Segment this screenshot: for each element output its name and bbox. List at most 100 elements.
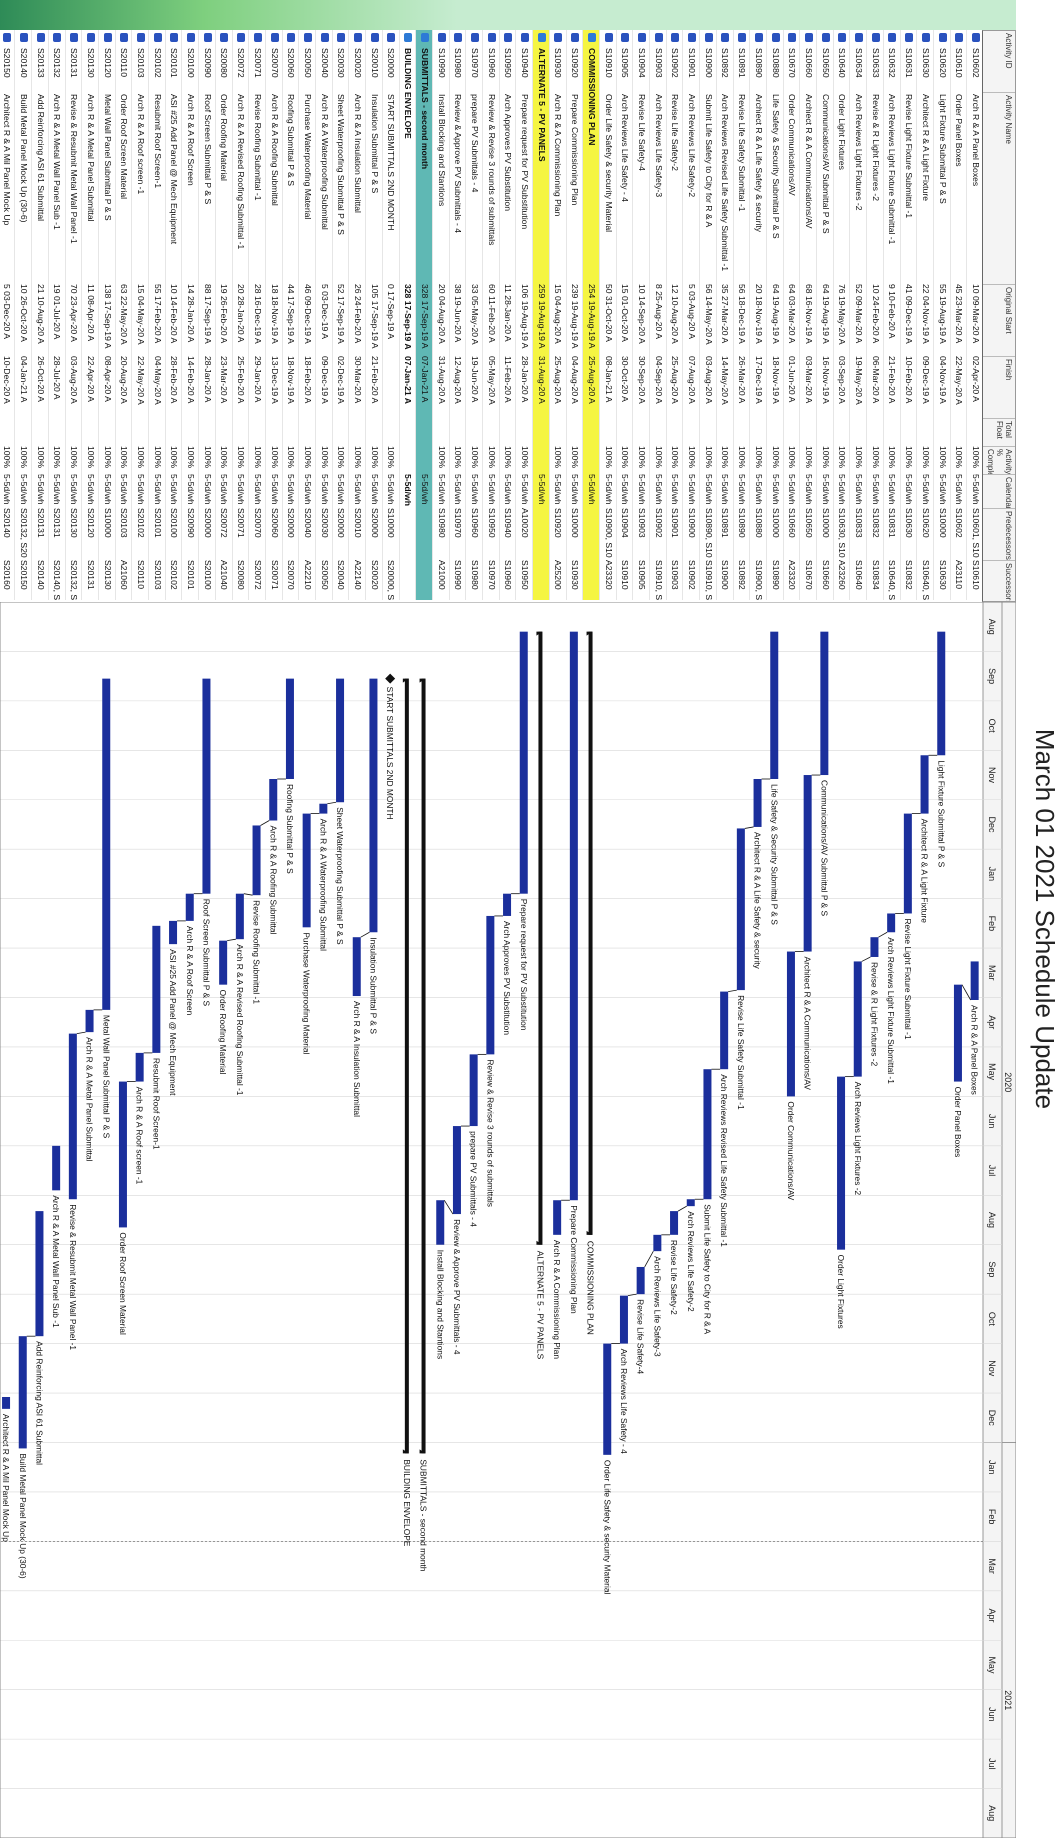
wbs-group-row[interactable]: ALTERNATE 5 - PV PANELS 259 19-Aug-19 A 31… (532, 30, 549, 600)
activity-row[interactable]: S20030 Sheet Waterproofing Submittal P & … (331, 30, 349, 600)
activity-bar[interactable] (736, 828, 745, 991)
activity-bar[interactable] (569, 631, 578, 1201)
activity-bar[interactable] (770, 631, 779, 779)
activity-row[interactable]: S10660 Archiect R & A Communications/AV 68… (799, 30, 816, 600)
activity-row[interactable]: S10620 Light Fixture Submittal P & S 55 19… (932, 30, 950, 600)
activity-bar[interactable] (636, 1266, 645, 1295)
activity-row[interactable]: S10650 Communications/AV Submittal P & S 6… (816, 30, 833, 600)
wbs-group-row[interactable]: BUILDING ENVELOPE 328 17-Sep-19 A 07-Jan-2… (398, 30, 416, 600)
activity-bar[interactable] (553, 1200, 562, 1235)
col-original-start[interactable]: Original Start (983, 285, 1015, 357)
activity-row[interactable]: S10610 Order Panel Boxes 45 23-Mar-20 A 22-… (949, 30, 967, 600)
activity-bar[interactable] (85, 1009, 94, 1033)
activity-row[interactable]: S20050 Purchase Waterproofing Material 46 … (298, 30, 315, 600)
activity-row[interactable]: S10903 Arch Reviews Life Safety-3 8 25-Aug… (649, 30, 666, 600)
activity-bar[interactable] (102, 678, 111, 1010)
activity-row[interactable]: S10904 Revise Life Safety-4 10 14-Sep-20 A… (632, 30, 649, 600)
activity-row[interactable]: S20090 Roof Screen Submittal P & S 88 17-S… (198, 30, 215, 600)
activity-bar[interactable] (953, 984, 962, 1082)
activity-row[interactable]: S20140 Build Metal Panel Mock Up (30-6) 10… (14, 30, 32, 600)
activity-row[interactable]: S10890 Archiect R & A Life Safety & secur… (749, 30, 766, 600)
activity-row[interactable]: S20120 Metal Wall Panel Submittal P & S 13… (97, 30, 115, 600)
activity-row[interactable]: S10630 Architect R & A Light Fixture 22 04… (916, 30, 933, 600)
activity-row[interactable]: S10632 Arch Reviews Light Fixture Submitt… (882, 30, 900, 600)
activity-row[interactable]: S10901 Arch Reviews Life Safety-2 5 03-Aug… (682, 30, 700, 600)
activity-bar[interactable] (503, 893, 512, 916)
activity-bar[interactable] (269, 778, 278, 821)
activity-bar[interactable] (319, 803, 328, 814)
activity-bar[interactable] (469, 1054, 478, 1127)
activity-row[interactable]: S20071 Revise Roofing Submittal -1 28 16-D… (248, 30, 265, 600)
activity-row[interactable]: S20000 START SUBMITTALS 2ND MONTH 0 17-Sep… (381, 30, 399, 600)
activity-row[interactable]: S10900 Submit Life Safety to City for R &… (699, 30, 716, 600)
activity-bar[interactable] (369, 678, 378, 933)
activity-bar[interactable] (52, 1145, 61, 1191)
activity-bar[interactable] (452, 1126, 461, 1215)
activity-bar[interactable] (118, 1081, 127, 1228)
activity-bar[interactable] (152, 925, 161, 1053)
col-total-float[interactable]: Total Float (983, 419, 1015, 447)
activity-row[interactable]: S10960 Review & Revise 3 rounds of submit… (482, 30, 499, 600)
activity-row[interactable]: S10880 Life Safety & Security Submittal P… (765, 30, 783, 600)
activity-row[interactable]: S20100 Arch R & A Roof Screen 14 28-Jan-20… (181, 30, 199, 600)
activity-row[interactable]: S10920 Prepare Commissioning Plan 239 19-A… (565, 30, 583, 600)
activity-bar[interactable] (853, 961, 862, 1077)
activity-row[interactable]: S20133 Add Reinforcing ASI 61 Submittal 21… (31, 30, 48, 600)
activity-row[interactable]: S10950 Arch Approves PV Substitution 11 28… (498, 30, 516, 600)
activity-bar[interactable] (686, 1199, 695, 1207)
col-predecessors[interactable]: Predecessors (983, 509, 1015, 561)
activity-bar[interactable] (937, 631, 946, 756)
activity-row[interactable]: S10905 Arch Reviews Life Safety - 4 15 01-… (615, 30, 633, 600)
activity-row[interactable]: S10640 Order Light Fixtures 76 19-May-20 A… (832, 30, 850, 600)
activity-row[interactable]: S10633 Revise & R Light Fixtures -2 10 24-… (866, 30, 883, 600)
activity-row[interactable]: S10980 Review & Approve PV Submittals - 4… (448, 30, 466, 600)
activity-bar[interactable] (920, 755, 929, 814)
activity-bar[interactable] (219, 940, 228, 985)
activity-row[interactable]: S20020 Arch R & A Insulation Submittal 26 … (348, 30, 366, 600)
activity-bar[interactable] (486, 915, 495, 1055)
activity-row[interactable]: S20072 Arch R & A Revised Roofing Submitt… (231, 30, 249, 600)
activity-bar[interactable] (703, 1069, 712, 1200)
activity-row[interactable]: S20150 Architect R & A Mil Panel Mock Up 5… (0, 30, 15, 600)
wbs-group-row[interactable]: SUBMITTALS - second month 328 17-Sep-19 A… (415, 30, 432, 600)
activity-row[interactable]: S20070 Arch R & A Roofing Submittal 18 18-… (264, 30, 282, 600)
activity-bar[interactable] (519, 631, 528, 894)
col-activity-id[interactable]: Activity ID (983, 31, 1015, 93)
activity-row[interactable]: S10910 Order Life Safety & security Mater… (598, 30, 616, 600)
activity-row[interactable]: S20130 Arch R & A Metal Panel Submittal 11… (81, 30, 98, 600)
activity-bar[interactable] (970, 961, 979, 1000)
wbs-group-row[interactable]: COMMISSIONING PLAN 254 19-Aug-19 A 25-Aug-… (582, 30, 599, 600)
activity-bar[interactable] (670, 1211, 679, 1235)
activity-bar[interactable] (302, 813, 311, 928)
activity-bar[interactable] (720, 991, 729, 1070)
activity-bar[interactable] (803, 775, 812, 952)
activity-row[interactable]: S20103 Arch R & A Roof screen -1 15 04-May… (131, 30, 148, 600)
activity-row[interactable]: S10902 Revise Life Safety-2 12 10-Aug-20 A… (665, 30, 683, 600)
col-percent-complete[interactable]: Activity % Complete (983, 447, 1015, 475)
activity-row[interactable]: S20080 Order Roofing Material 19 26-Feb-20… (214, 30, 232, 600)
col-finish[interactable]: Finish (983, 357, 1015, 419)
col-calendar[interactable]: Calendar (983, 475, 1015, 509)
activity-row[interactable]: S20131 Revise & Resubmit Metal Wall Panel… (64, 30, 82, 600)
activity-row[interactable]: S20060 Roofing Submittal P & S 44 17-Sep-1… (281, 30, 299, 600)
activity-bar[interactable] (185, 893, 194, 921)
activity-row[interactable]: S10631 Revise Light Fixture Submittal -1 4… (899, 30, 917, 600)
activity-bar[interactable] (887, 913, 896, 933)
activity-bar[interactable] (35, 1211, 44, 1337)
col-activity-name[interactable]: Activity Name (983, 93, 1015, 285)
activity-row[interactable]: S10634 Arch Reviews Light Fixtures -2 52 0… (849, 30, 867, 600)
activity-row[interactable]: S10892 Arch Reviews Revised Life Safety S… (715, 30, 733, 600)
activity-row[interactable]: S20101 ASI #25 Add Panel @ Mech Equipment… (164, 30, 182, 600)
activity-bar[interactable] (653, 1234, 662, 1252)
activity-bar[interactable] (352, 937, 361, 997)
activity-row[interactable]: S10940 Prepare request for PV Substitutio… (515, 30, 533, 600)
activity-bar[interactable] (68, 1033, 77, 1200)
activity-bar[interactable] (436, 1200, 445, 1245)
activity-bar[interactable] (235, 893, 244, 940)
activity-bar[interactable] (202, 678, 211, 894)
activity-row[interactable]: S20102 Resubmit Roof Screen-1 55 17-Feb-20… (148, 30, 165, 600)
activity-bar[interactable] (753, 778, 762, 827)
activity-bar[interactable] (820, 631, 829, 776)
activity-row[interactable]: S20040 Arch R & A Waterproofing Submittal… (315, 30, 332, 600)
activity-row[interactable]: S10670 Order Communications/AV 64 03-Mar-2… (782, 30, 800, 600)
